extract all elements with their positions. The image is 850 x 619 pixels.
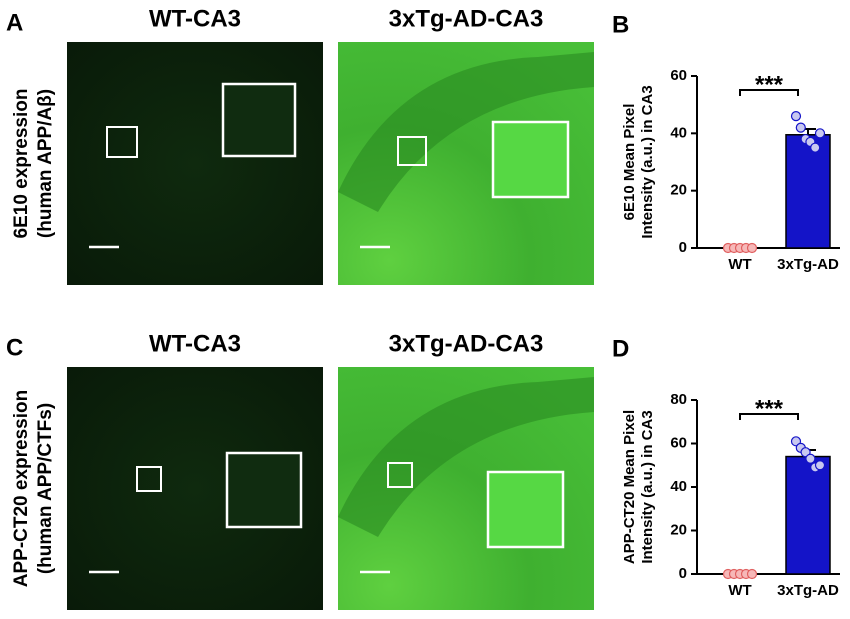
x-tick-label: WT	[728, 256, 751, 273]
y-tick-label: 40	[670, 124, 687, 141]
y-tick-label: 40	[670, 478, 687, 495]
y-tick-label: 20	[670, 182, 687, 199]
cell-layer	[338, 52, 594, 212]
x-tick-label: WT	[728, 582, 751, 599]
image-title: 3xTg-AD-CA3	[389, 5, 544, 32]
image-title: 3xTg-AD-CA3	[389, 330, 544, 357]
y-tick-label: 0	[679, 565, 687, 582]
image-title: WT-CA3	[149, 330, 241, 357]
data-point	[814, 128, 826, 139]
data-point	[805, 453, 816, 464]
data-point	[810, 142, 821, 153]
significance-bracket	[739, 89, 799, 96]
significance: ***	[755, 395, 784, 422]
y-tick-label: 60	[670, 67, 687, 84]
y-label: 6E10 Mean Pixel	[621, 104, 638, 221]
y-tick-label: 60	[670, 434, 687, 451]
data-point	[795, 122, 806, 133]
data-point	[814, 460, 826, 471]
micrograph	[67, 42, 323, 285]
bar	[785, 455, 831, 575]
panel-letter: B	[612, 11, 629, 38]
panel-letter: C	[6, 334, 23, 361]
row-label: APP-CT20 expression	[11, 390, 32, 587]
panel-letter: A	[6, 9, 23, 36]
cell-layer	[338, 377, 594, 537]
row-label: 6E10 expression	[11, 89, 32, 239]
panel-letter: D	[612, 335, 629, 362]
image-title: WT-CA3	[149, 5, 241, 32]
data-point	[746, 242, 758, 254]
y-label: APP-CT20 Mean Pixel	[621, 410, 638, 564]
row-label: (human APP/Aβ)	[35, 89, 56, 238]
y-label: Intensity (a.u.) in CA3	[639, 410, 656, 563]
significance-bracket	[739, 413, 799, 420]
inset-box	[106, 126, 138, 158]
inset	[221, 82, 297, 158]
inset-box	[387, 462, 413, 488]
y-tick-label: 80	[670, 391, 687, 408]
data-point	[790, 111, 802, 122]
y-tick-label: 20	[670, 521, 687, 538]
x-tick-label: 3xTg-AD	[777, 582, 839, 599]
significance: ***	[755, 71, 784, 98]
inset	[486, 470, 565, 549]
inset	[491, 120, 570, 199]
inset-box	[397, 136, 427, 166]
x-tick-label: 3xTg-AD	[777, 256, 839, 273]
inset-box	[136, 466, 162, 492]
inset	[225, 451, 303, 529]
data-point	[746, 568, 758, 580]
row-label: (human APP/CTFs)	[35, 403, 56, 574]
y-label: Intensity (a.u.) in CA3	[639, 85, 656, 238]
bar	[785, 134, 831, 249]
y-tick-label: 0	[679, 239, 687, 256]
